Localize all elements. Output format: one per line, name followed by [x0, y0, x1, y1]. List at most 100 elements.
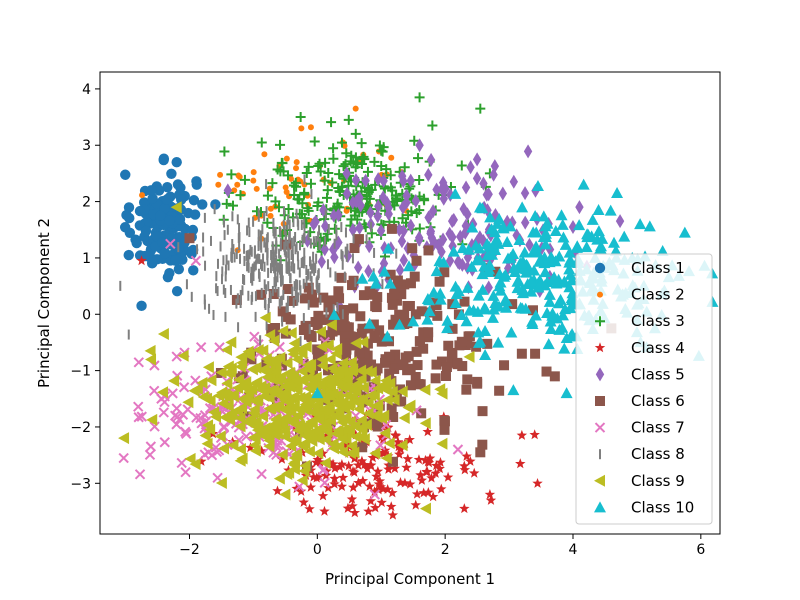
data-point: [432, 182, 441, 197]
data-point: [256, 137, 267, 148]
data-point: [296, 209, 307, 220]
data-point: [308, 297, 319, 308]
legend-item: Class 2: [597, 286, 685, 304]
data-point: [315, 166, 326, 177]
data-point: [325, 318, 337, 331]
data-point: [414, 174, 425, 185]
y-tick-label: 0: [82, 307, 91, 323]
data-point: [171, 156, 182, 168]
data-point: [456, 242, 469, 254]
legend-marker: [595, 367, 605, 382]
data-point: [118, 432, 130, 445]
data-point: [364, 184, 375, 195]
data-point: [119, 222, 131, 233]
data-point: [182, 396, 194, 409]
data-point: [234, 443, 246, 456]
data-point: [482, 338, 493, 349]
data-point: [379, 173, 388, 188]
data-point: [248, 394, 260, 407]
data-point: [366, 205, 375, 220]
data-point: [389, 289, 400, 300]
data-point: [502, 252, 515, 264]
data-point: [539, 227, 552, 239]
data-point: [373, 484, 384, 495]
data-point: [424, 167, 433, 182]
data-point: [148, 385, 160, 397]
data-point: [511, 275, 524, 287]
data-point: [187, 224, 199, 236]
data-point: [461, 180, 471, 195]
data-point: [427, 286, 440, 298]
data-point: [380, 452, 392, 465]
data-point: [418, 487, 429, 498]
data-point: [201, 437, 213, 450]
data-point: [459, 296, 470, 307]
data-point: [383, 437, 395, 450]
data-point: [472, 289, 485, 301]
data-point: [162, 182, 173, 193]
data-point: [554, 293, 567, 305]
data-point: [387, 509, 399, 520]
data-point: [530, 348, 541, 359]
data-point: [366, 359, 377, 370]
data-point: [328, 143, 339, 154]
data-point: [449, 187, 462, 199]
data-point: [327, 387, 339, 400]
data-point: [545, 251, 558, 263]
data-point: [449, 297, 462, 309]
data-point: [539, 266, 552, 278]
legend-label: Class 5: [631, 365, 685, 383]
data-point: [369, 486, 380, 497]
data-point: [542, 338, 555, 350]
data-point: [348, 446, 360, 459]
data-point: [436, 356, 447, 367]
y-tick-label: −2: [70, 420, 91, 436]
data-point: [350, 128, 361, 139]
data-point: [158, 153, 170, 164]
data-point: [391, 193, 402, 204]
data-point: [296, 474, 308, 487]
data-point: [356, 198, 365, 213]
x-axis-label: Principal Component 1: [325, 570, 495, 588]
data-point: [336, 459, 348, 469]
data-point: [188, 195, 200, 206]
data-point: [133, 412, 144, 423]
data-point: [396, 385, 408, 398]
data-point: [275, 139, 286, 150]
data-point: [541, 366, 552, 377]
data-point: [526, 246, 539, 258]
data-point: [319, 175, 330, 186]
data-point: [332, 424, 344, 437]
data-point: [530, 240, 543, 252]
data-point: [420, 454, 431, 465]
data-point: [320, 470, 332, 481]
data-point: [377, 146, 388, 157]
data-point: [316, 340, 328, 353]
data-point: [459, 460, 470, 471]
data-point: [272, 485, 283, 496]
data-point: [298, 496, 309, 507]
data-point: [525, 275, 538, 287]
data-point: [320, 433, 332, 446]
data-point: [549, 225, 562, 237]
data-point: [497, 222, 510, 234]
data-point: [329, 473, 340, 484]
data-point: [436, 483, 447, 494]
data-point: [352, 214, 363, 225]
data-point: [531, 180, 544, 192]
data-point: [359, 348, 370, 359]
data-point: [361, 173, 370, 188]
data-point: [423, 305, 436, 317]
data-point: [295, 422, 307, 435]
data-point: [396, 396, 407, 407]
data-point: [144, 449, 156, 461]
data-point: [539, 238, 552, 250]
data-point: [351, 173, 361, 188]
data-point: [441, 322, 454, 334]
data-point: [439, 424, 450, 435]
data-point: [267, 212, 274, 219]
data-point: [220, 343, 232, 356]
data-point: [231, 187, 238, 194]
legend-marker: [594, 262, 606, 274]
data-point: [430, 297, 441, 308]
